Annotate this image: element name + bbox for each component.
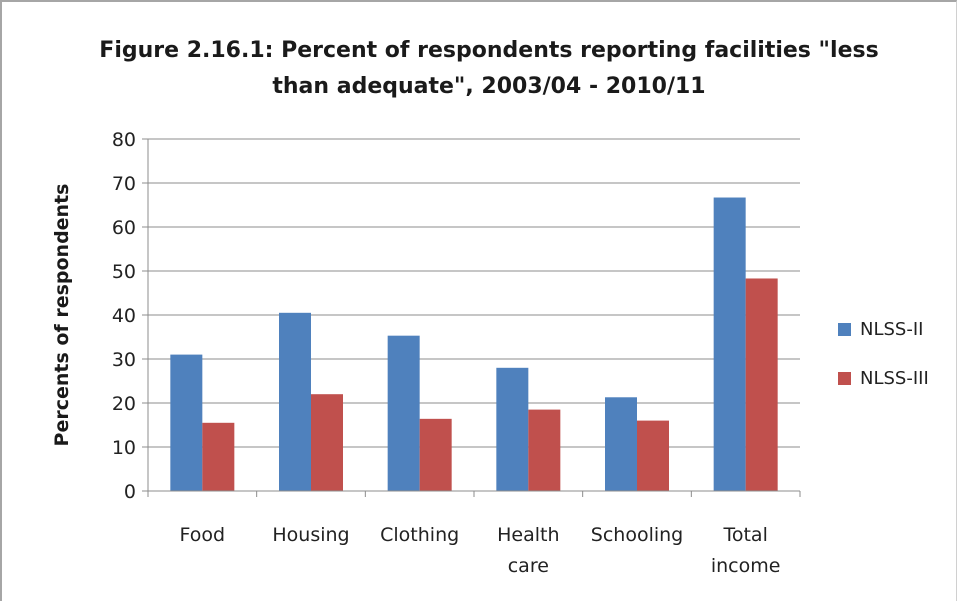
y-tick-label: 40	[112, 305, 136, 327]
bar-nlss-iii	[202, 422, 235, 491]
legend: NLSS-II NLSS-III	[838, 319, 929, 389]
y-axis-label: Percents of respondents	[51, 184, 73, 447]
bar-nlss-ii	[496, 367, 529, 491]
bar-nlss-ii	[605, 397, 637, 491]
y-axis-ticks: 0 10 20 30 40 50 60 70 80	[112, 129, 136, 503]
legend-swatch	[838, 323, 851, 336]
x-category-label: Total	[722, 524, 767, 546]
y-tick-label: 20	[112, 393, 136, 415]
bar-nlss-ii	[279, 312, 311, 491]
x-category-label: income	[711, 555, 781, 577]
axes	[147, 139, 801, 497]
legend-label: NLSS-II	[860, 319, 923, 340]
bar-nlss-ii	[387, 335, 420, 491]
y-tick-label: 80	[112, 129, 136, 151]
y-tick-label: 50	[112, 261, 136, 283]
bar-nlss-ii	[713, 197, 746, 491]
legend-label: NLSS-III	[860, 368, 929, 389]
x-category-label: Health	[497, 524, 559, 546]
y-tick-label: 60	[112, 217, 136, 239]
chart-title: Figure 2.16.1: Percent of respondents re…	[99, 38, 878, 99]
x-category-label: Schooling	[591, 524, 683, 546]
bar-nlss-iii	[528, 409, 561, 491]
bar-nlss-iii	[637, 420, 669, 491]
x-axis-categories: Food Housing Clothing Health care Schooling To…	[180, 524, 781, 577]
legend-swatch	[838, 372, 851, 385]
x-category-label: care	[508, 555, 549, 577]
y-tick-label: 10	[112, 437, 136, 459]
y-tick-label: 0	[124, 481, 136, 503]
bar-nlss-iii	[311, 394, 343, 491]
y-tick-label: 30	[112, 349, 136, 371]
chart-title-line: Figure 2.16.1: Percent of respondents re…	[99, 38, 878, 63]
x-category-label: Housing	[272, 524, 349, 546]
bar-nlss-iii	[419, 418, 452, 491]
bar-nlss-iii	[745, 278, 778, 491]
x-category-label: Clothing	[380, 524, 459, 546]
bars	[170, 197, 778, 491]
gridlines	[142, 138, 800, 492]
chart-title-line: than adequate", 2003/04 - 2010/11	[272, 74, 705, 99]
x-category-label: Food	[180, 524, 226, 546]
bar-nlss-ii	[170, 354, 203, 491]
y-tick-label: 70	[112, 173, 136, 195]
